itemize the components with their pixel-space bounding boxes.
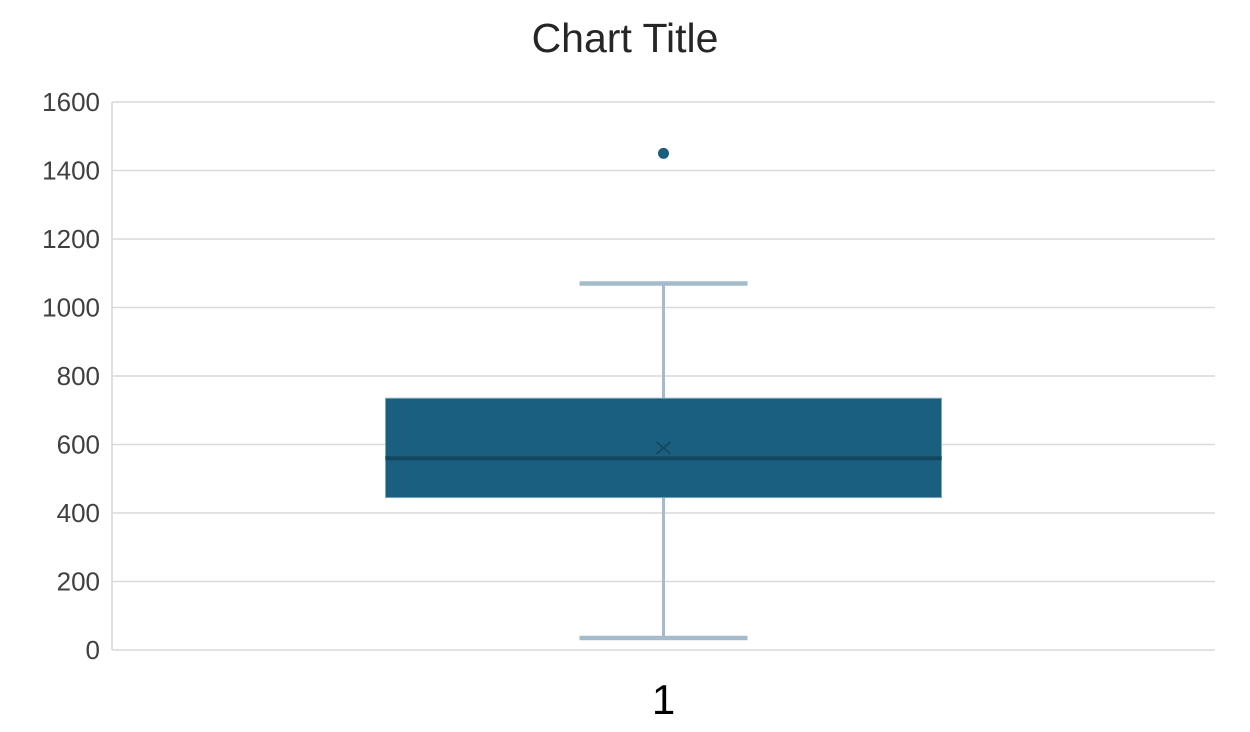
y-tick-label: 600 (57, 430, 100, 460)
y-tick-label: 200 (57, 567, 100, 597)
mean-marker-icon (655, 441, 672, 455)
y-tick-label: 0 (86, 635, 100, 665)
chart-title: Chart Title (531, 15, 719, 61)
y-tick-label: 1200 (42, 224, 100, 254)
x-category-label: 1 (652, 676, 675, 723)
y-tick-label: 800 (57, 361, 100, 391)
y-tick-label: 1000 (42, 293, 100, 323)
y-tick-label: 1600 (42, 87, 100, 117)
outlier-point (658, 147, 669, 159)
y-tick-label: 400 (57, 498, 100, 528)
y-tick-label: 1400 (42, 156, 100, 186)
